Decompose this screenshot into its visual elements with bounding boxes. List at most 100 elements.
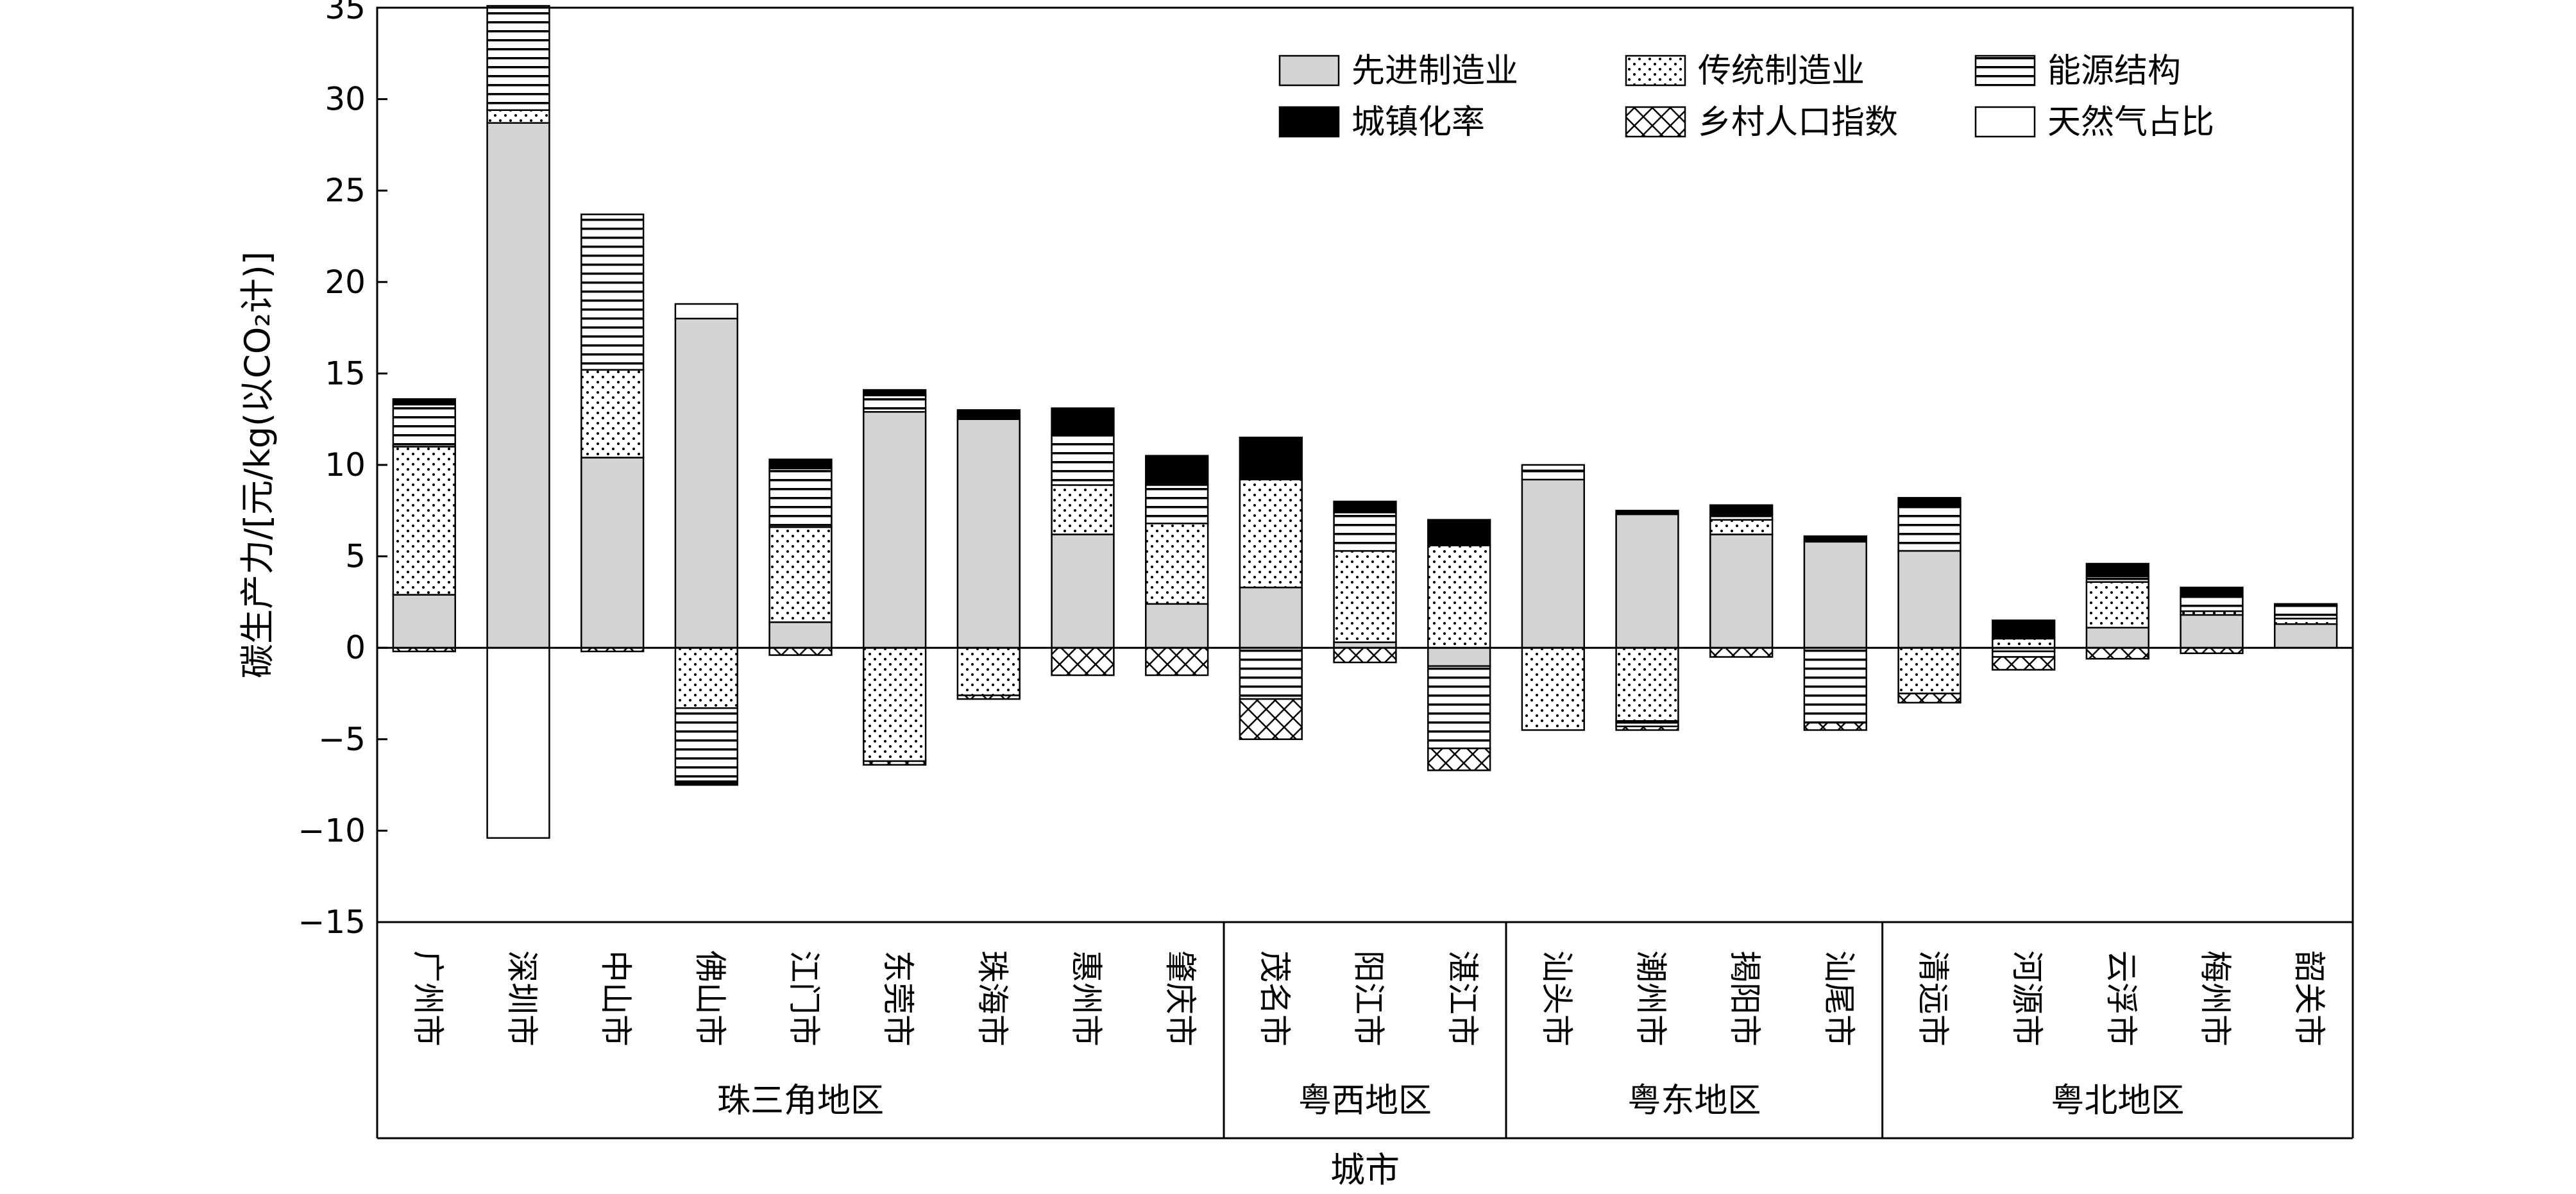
bar-segment-13-3 bbox=[1521, 469, 1585, 481]
region-label: 粤北地区 bbox=[2051, 1082, 2184, 1120]
legend-entry-4: 城镇化率 bbox=[1278, 103, 1485, 142]
bar-segment-4-1 bbox=[674, 317, 738, 649]
region-label: 珠三角地区 bbox=[717, 1082, 884, 1120]
bar-segment-2-2 bbox=[486, 109, 550, 124]
bar-segment-7-2 bbox=[956, 646, 1021, 696]
legend-swatch bbox=[1278, 55, 1340, 87]
bar-segment-18-4 bbox=[1992, 619, 2056, 640]
bar-segment-9-2 bbox=[1145, 523, 1209, 605]
legend-label: 天然气占比 bbox=[2047, 103, 2214, 142]
bar-segment-4-4 bbox=[674, 780, 738, 786]
bar-segment-18-5 bbox=[1992, 656, 2056, 671]
x-tick-label: 东莞市 bbox=[879, 950, 917, 1047]
bar-segment-12-3 bbox=[1427, 665, 1491, 750]
bar-segment-3-2 bbox=[580, 369, 645, 458]
legend-label: 乡村人口指数 bbox=[1698, 103, 1898, 142]
x-tick-label: 惠州市 bbox=[1068, 950, 1105, 1047]
x-tick-label: 潮州市 bbox=[1632, 950, 1670, 1047]
bar-segment-8-2 bbox=[1051, 484, 1115, 535]
bar-segment-20-3 bbox=[2180, 596, 2244, 612]
bar-segment-5-5 bbox=[768, 646, 833, 656]
bar-segment-1-3 bbox=[392, 403, 456, 448]
x-tick-label: 清远市 bbox=[1915, 950, 1952, 1047]
y-tick-label: 30 bbox=[325, 81, 366, 118]
bar-segment-14-4 bbox=[1615, 510, 1679, 516]
bar-segment-10-5 bbox=[1239, 698, 1303, 741]
bar-segment-11-3 bbox=[1333, 511, 1397, 552]
bar-segment-10-2 bbox=[1239, 478, 1303, 589]
x-tick-label: 珠海市 bbox=[974, 950, 1011, 1047]
x-tick-label: 汕尾市 bbox=[1820, 950, 1858, 1047]
legend-label: 能源结构 bbox=[2047, 52, 2181, 90]
x-tick-label: 湛江市 bbox=[1444, 950, 1481, 1047]
bar-segment-6-5 bbox=[863, 760, 927, 766]
bar-segment-20-4 bbox=[2180, 586, 2244, 598]
bar-segment-19-1 bbox=[2085, 626, 2149, 649]
bar-segment-15-5 bbox=[1709, 646, 1774, 658]
x-tick-label: 汕头市 bbox=[1538, 950, 1575, 1047]
bar-segment-5-3 bbox=[768, 467, 833, 528]
legend-swatch bbox=[1625, 106, 1686, 138]
x-tick-label: 中山市 bbox=[597, 950, 634, 1047]
bar-segment-9-4 bbox=[1145, 455, 1209, 486]
y-tick-label: 35 bbox=[325, 0, 366, 26]
x-tick-label: 广州市 bbox=[409, 950, 446, 1047]
bar-segment-10-1 bbox=[1239, 586, 1303, 649]
bar-segment-17-4 bbox=[1897, 497, 1962, 506]
y-tick-label: 0 bbox=[345, 629, 366, 666]
x-tick-label: 梅州市 bbox=[2197, 950, 2234, 1047]
bar-segment-8-3 bbox=[1051, 435, 1115, 486]
y-axis-title: 碳生产力/[元/kg(以CO₂计)] bbox=[237, 251, 278, 678]
bar-segment-13-6 bbox=[1521, 464, 1585, 471]
x-tick-label: 揭阳市 bbox=[1726, 950, 1763, 1047]
bar-segment-5-2 bbox=[768, 526, 833, 623]
x-tick-label: 阳江市 bbox=[1350, 950, 1387, 1047]
bar-segment-16-1 bbox=[1803, 541, 1867, 649]
bar-segment-16-3 bbox=[1803, 646, 1867, 724]
bar-segment-17-5 bbox=[1897, 693, 1962, 704]
y-tick-label: 15 bbox=[325, 355, 366, 392]
y-tick-label: 20 bbox=[325, 264, 366, 301]
y-tick-label: 10 bbox=[325, 446, 366, 483]
legend-entry-5: 乡村人口指数 bbox=[1625, 103, 1898, 142]
bar-segment-21-3 bbox=[2274, 605, 2338, 619]
bar-segment-5-1 bbox=[768, 621, 833, 649]
y-tick-label: 5 bbox=[345, 538, 366, 575]
x-tick-label: 茂名市 bbox=[1256, 950, 1293, 1047]
bar-segment-11-2 bbox=[1333, 550, 1397, 643]
bar-segment-12-5 bbox=[1427, 747, 1491, 771]
bar-segment-15-4 bbox=[1709, 504, 1774, 516]
bar-segment-13-2 bbox=[1521, 646, 1585, 731]
bar-segment-10-4 bbox=[1239, 436, 1303, 481]
legend-label: 传统制造业 bbox=[1698, 52, 1865, 90]
plot-frame bbox=[376, 6, 2354, 923]
bar-segment-17-2 bbox=[1897, 646, 1962, 694]
legend-label: 先进制造业 bbox=[1352, 52, 1518, 90]
y-tick-label: −15 bbox=[298, 904, 366, 941]
bar-segment-6-2 bbox=[863, 646, 927, 762]
bar-segment-13-1 bbox=[1521, 478, 1585, 649]
bar-segment-10-3 bbox=[1239, 646, 1303, 700]
bar-segment-17-1 bbox=[1897, 550, 1962, 649]
bar-segment-12-2 bbox=[1427, 544, 1491, 649]
y-tick-label: 25 bbox=[325, 172, 366, 209]
x-tick-label: 深圳市 bbox=[504, 950, 541, 1047]
bar-segment-7-5 bbox=[956, 694, 1021, 700]
bar-segment-19-5 bbox=[2085, 646, 2149, 660]
bar-segment-21-2 bbox=[2274, 618, 2338, 625]
bar-segment-15-1 bbox=[1709, 534, 1774, 649]
bar-segment-21-1 bbox=[2274, 623, 2338, 649]
bar-segment-17-3 bbox=[1897, 504, 1962, 552]
bar-segment-4-6 bbox=[674, 303, 738, 320]
bar-segment-18-2 bbox=[1992, 637, 2056, 649]
bar-segment-6-3 bbox=[863, 394, 927, 413]
bar-segment-12-1 bbox=[1427, 646, 1491, 667]
region-label: 粤西地区 bbox=[1298, 1082, 1432, 1120]
bar-segment-19-3 bbox=[2085, 575, 2149, 583]
bar-segment-7-1 bbox=[956, 418, 1021, 649]
bar-segment-2-1 bbox=[486, 122, 550, 649]
bar-segment-14-5 bbox=[1615, 725, 1679, 731]
legend-swatch bbox=[1625, 55, 1686, 87]
